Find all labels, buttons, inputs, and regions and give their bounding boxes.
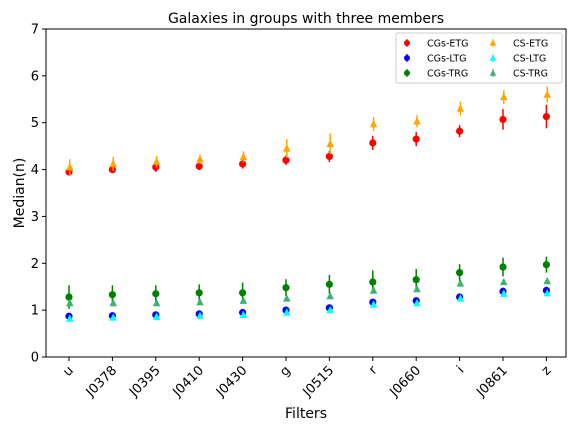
y-tick-label: 0 [31,351,39,366]
chart-title: Galaxies in groups with three members [168,11,444,27]
data-point [543,276,551,285]
data-point [456,127,464,135]
data-point [412,276,420,284]
data-point [542,261,551,269]
data-point [499,263,507,271]
data-point [283,144,291,152]
x-axis-label: Filters [285,406,327,422]
x-tick-label: J0430 [213,363,250,400]
data-point [66,163,74,171]
data-point [282,156,290,164]
y-tick-label: 4 [31,163,39,178]
data-point [326,139,334,147]
data-point [326,291,334,300]
x-tick-label: i [454,363,467,376]
x-tick-label: J0861 [473,363,510,400]
plot-frame [45,28,567,358]
data-point [108,291,116,299]
data-point [542,113,551,121]
x-tick-label: u [60,363,76,379]
data-point [65,293,73,301]
data-point [152,163,160,171]
data-point [196,297,204,306]
data-point [196,155,204,163]
y-tick-label: 3 [31,210,39,225]
legend: CGs-ETG CS-ETG CGs-LTG CS-LTG CGs-TRG CS-TRG [395,32,563,84]
x-tick-label: g [277,363,293,379]
data-point [499,115,507,124]
data-point [239,160,247,168]
legend-marker [489,54,497,61]
data-point [239,296,248,304]
y-tick-label: 5 [31,116,39,131]
plot-area [65,86,551,322]
x-tick-label: J0395 [126,363,163,400]
legend-label: CGs-LTG [427,54,467,65]
data-point [369,300,378,308]
data-point [109,313,117,321]
y-tick-label: 1 [31,304,39,319]
data-point [109,298,117,307]
legend-label: CGs-TRG [427,69,468,80]
y-tick-label: 7 [31,23,39,38]
y-axis-label: Median(n) [12,158,28,229]
legend-marker [489,69,497,76]
legend-marker [489,39,497,46]
data-point [456,104,465,112]
data-point [282,284,290,292]
data-point [283,294,291,302]
data-point [500,92,508,101]
data-point [326,305,334,314]
data-point [543,90,551,98]
data-point [152,290,160,298]
data-point [413,298,421,307]
x-tick-label: J0660 [387,363,424,400]
data-point [500,289,508,297]
data-point [369,286,378,294]
legend-marker [404,55,410,61]
data-point [456,279,465,287]
data-point [500,277,508,286]
x-tick-label: J0515 [300,363,337,400]
data-point [543,289,551,297]
data-point [325,280,333,288]
x-tick-label: z [539,363,555,379]
data-point [456,294,465,302]
data-point [412,135,420,143]
data-point [283,308,291,316]
legend-label: CGs-ETG [427,39,469,50]
legend-marker [404,70,410,76]
data-point [152,298,161,307]
data-point [196,311,204,319]
data-point [239,310,248,318]
legend-label: CS-ETG [513,39,548,50]
data-point [152,312,161,320]
data-point [239,152,248,161]
data-point [413,117,421,125]
data-point [413,284,421,293]
data-point [195,162,203,170]
y-tick-label: 6 [31,69,39,84]
x-tick-label: J0410 [170,363,207,400]
data-point [325,152,333,161]
x-tick-label: J0378 [83,363,120,400]
data-point [109,159,117,168]
legend-frame [395,32,563,84]
data-point [66,298,74,307]
legend-label: CS-LTG [513,54,546,65]
data-point [369,139,377,147]
y-tick-label: 2 [31,257,39,272]
data-point [369,278,377,286]
x-tick-label: r [366,363,381,378]
legend-marker [404,40,410,46]
data-point [66,314,74,322]
legend-label: CS-TRG [513,69,548,80]
data-point [456,269,464,277]
data-point [239,289,247,297]
data-point [369,119,378,128]
data-point [108,165,116,174]
data-point [152,157,161,165]
data-point [195,289,203,297]
